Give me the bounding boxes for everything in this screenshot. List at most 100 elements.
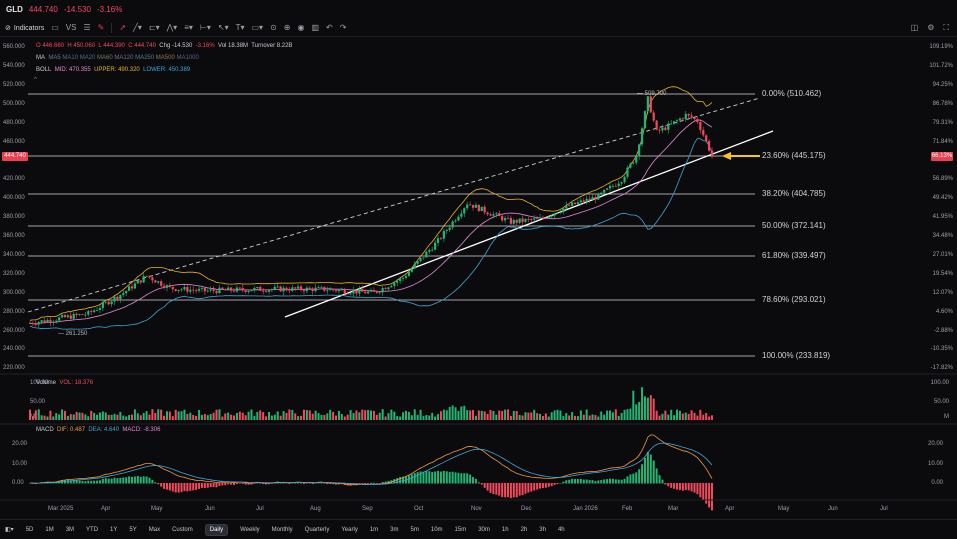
undo-icon[interactable]: ↶ bbox=[326, 23, 333, 32]
period-10m[interactable]: 10m bbox=[430, 526, 443, 533]
period-quarterly[interactable]: Quarterly bbox=[304, 526, 330, 533]
comment-icon[interactable]: ▭▾ bbox=[251, 23, 264, 32]
candle-body bbox=[294, 287, 297, 289]
ma-item[interactable]: MA5 bbox=[48, 55, 63, 61]
compare-button[interactable]: VS bbox=[65, 23, 77, 32]
period-15m[interactable]: 15m bbox=[454, 526, 467, 533]
ma-item[interactable]: MA250 bbox=[135, 55, 156, 61]
candle-body bbox=[690, 115, 693, 118]
macd-bar bbox=[157, 483, 160, 485]
period-1y[interactable]: 1Y bbox=[110, 526, 118, 533]
candle-body bbox=[197, 288, 201, 291]
fib-icon[interactable]: ≡▾ bbox=[184, 23, 193, 32]
gear-icon[interactable]: ⚙ bbox=[927, 23, 935, 32]
macd-bar bbox=[501, 483, 504, 498]
macd-bar bbox=[375, 483, 378, 484]
period-5m[interactable]: 5m bbox=[410, 526, 419, 533]
macd-bar bbox=[72, 480, 75, 484]
candle-body bbox=[133, 283, 137, 289]
macd-bar bbox=[541, 483, 544, 489]
macd-bar bbox=[96, 480, 99, 484]
macd-bar bbox=[442, 470, 445, 484]
pct-tick: -10.35% bbox=[930, 346, 953, 353]
magnet-icon[interactable]: ⊙ bbox=[270, 23, 277, 32]
candle-body bbox=[366, 291, 370, 294]
period-1m[interactable]: 1m bbox=[369, 526, 379, 533]
period-5y[interactable]: 5Y bbox=[129, 526, 137, 533]
period-yearly[interactable]: Yearly bbox=[341, 526, 358, 533]
settings-icon[interactable]: ☰ bbox=[83, 23, 91, 32]
volume-bar bbox=[192, 414, 195, 420]
candle-body bbox=[632, 162, 635, 164]
volume-bar bbox=[649, 395, 652, 420]
period-ytd[interactable]: YTD bbox=[86, 526, 99, 533]
candle-body bbox=[629, 163, 632, 168]
macd-bar bbox=[425, 471, 428, 484]
lock-icon[interactable]: ⊕ bbox=[283, 23, 291, 32]
macd-bar bbox=[361, 483, 364, 484]
collapse-chevron-icon[interactable]: ^ bbox=[34, 77, 37, 83]
period-3m[interactable]: 3m bbox=[390, 526, 399, 533]
cursor-icon[interactable]: ➚ bbox=[119, 23, 127, 32]
period-5d[interactable]: 5D bbox=[25, 526, 34, 533]
period-custom[interactable]: Custom bbox=[172, 526, 193, 533]
macd-bar bbox=[626, 476, 629, 484]
measure-icon[interactable]: ⊢▾ bbox=[199, 23, 211, 32]
period-1h[interactable]: 1h bbox=[501, 526, 509, 533]
draw-tool-icon[interactable]: ✎ bbox=[97, 23, 105, 32]
indicators-button[interactable]: ⊘ Indicators bbox=[5, 24, 44, 33]
camera-icon[interactable]: ◫ bbox=[910, 23, 919, 32]
ma-item[interactable]: MA1000 bbox=[176, 55, 199, 61]
macd-bar bbox=[314, 483, 317, 484]
period-1m[interactable]: 1M bbox=[45, 526, 54, 533]
ma-item[interactable]: MA20 bbox=[79, 55, 98, 61]
ohlc-chg: Chg -14.530 bbox=[159, 43, 193, 49]
price-chart-svg[interactable]: — 509.700 — 261.250 bbox=[0, 38, 957, 516]
volume-bar bbox=[407, 411, 410, 420]
period-2h[interactable]: 2h bbox=[520, 526, 528, 533]
candle-body bbox=[256, 286, 259, 288]
text-icon[interactable]: T▾ bbox=[235, 23, 245, 32]
macd-bar bbox=[329, 483, 332, 484]
macd-bar bbox=[186, 483, 189, 492]
volume-bar bbox=[428, 415, 431, 420]
trendline-icon[interactable]: ╱▾ bbox=[133, 23, 142, 32]
macd-bar bbox=[454, 472, 457, 484]
pattern-icon[interactable]: ⋀▾ bbox=[166, 23, 178, 32]
macd-bar bbox=[116, 478, 119, 484]
sidebar-toggle-icon[interactable]: ◧▾ bbox=[5, 527, 14, 533]
macd-bar bbox=[253, 483, 256, 484]
macd-bar bbox=[209, 483, 212, 488]
candle-body bbox=[652, 112, 655, 121]
redo-icon[interactable]: ↷ bbox=[339, 23, 347, 32]
period-monthly[interactable]: Monthly bbox=[271, 526, 293, 533]
period-30m[interactable]: 30m bbox=[478, 526, 490, 533]
period-daily[interactable]: Daily bbox=[204, 523, 229, 536]
candle-type-icon[interactable]: ▭ bbox=[51, 23, 59, 32]
channel-icon[interactable]: ⊏▾ bbox=[148, 23, 160, 32]
ma-item[interactable]: MA60 bbox=[97, 55, 115, 61]
ma-legend[interactable]: MA MA5 MA10 MA20 MA60 MA120 MA250 MA500 … bbox=[36, 55, 199, 61]
candle-body bbox=[34, 324, 37, 325]
period-3h[interactable]: 3h bbox=[539, 526, 546, 533]
period-3m[interactable]: 3M bbox=[65, 526, 75, 533]
volume-bar bbox=[402, 412, 405, 420]
period-4h[interactable]: 4h bbox=[557, 526, 565, 533]
ma-item[interactable]: MA500 bbox=[155, 55, 177, 61]
arrow-icon[interactable]: ↖▾ bbox=[217, 23, 229, 32]
period-max[interactable]: Max bbox=[148, 526, 161, 533]
ma-item[interactable]: MA10 bbox=[62, 55, 80, 61]
volume-bar bbox=[352, 413, 355, 420]
fullscreen-icon[interactable]: ⛶ bbox=[943, 23, 949, 32]
boll-legend[interactable]: BOLL MID: 470.355 UPPER: 490.320 LOWER: … bbox=[36, 67, 190, 73]
ma-item[interactable]: MA120 bbox=[114, 55, 136, 61]
macd-bar bbox=[75, 480, 78, 484]
period-weekly[interactable]: Weekly bbox=[240, 526, 260, 533]
chart-area[interactable]: — 509.700 — 261.250 O 446.660 H 450.060 L… bbox=[0, 38, 957, 516]
candle-body bbox=[387, 287, 390, 290]
time-tick: Jul bbox=[880, 506, 888, 512]
candle-body bbox=[439, 238, 443, 240]
macd-bar bbox=[177, 483, 180, 493]
trash-icon[interactable]: ▥ bbox=[311, 23, 320, 32]
eye-icon[interactable]: ◉ bbox=[297, 23, 305, 32]
